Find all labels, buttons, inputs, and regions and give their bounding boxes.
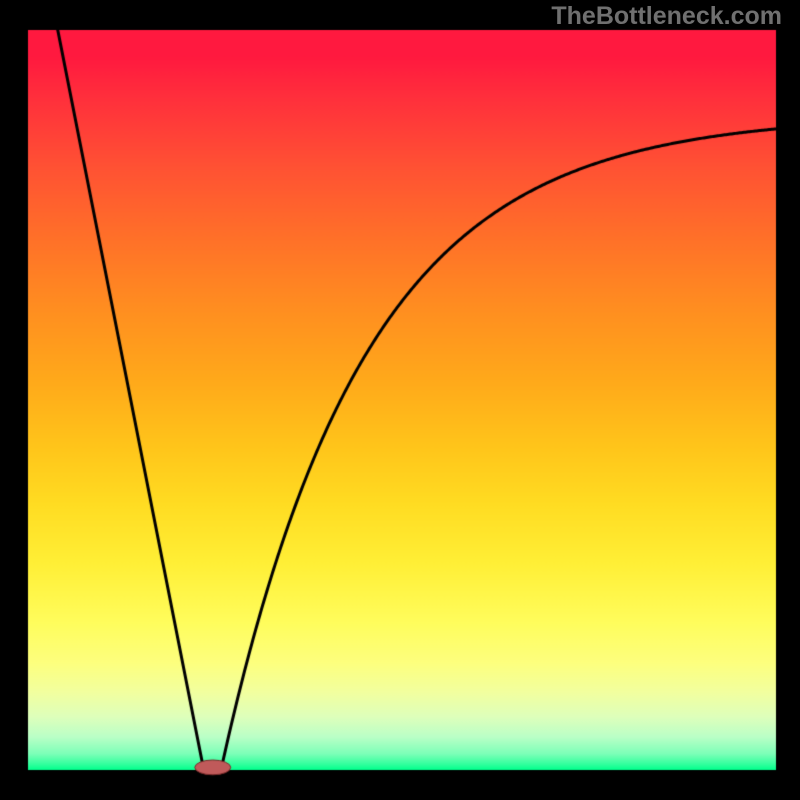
watermark-text: TheBottleneck.com <box>551 2 782 31</box>
chart-canvas <box>0 0 800 800</box>
figure-root: TheBottleneck.com <box>0 0 800 800</box>
